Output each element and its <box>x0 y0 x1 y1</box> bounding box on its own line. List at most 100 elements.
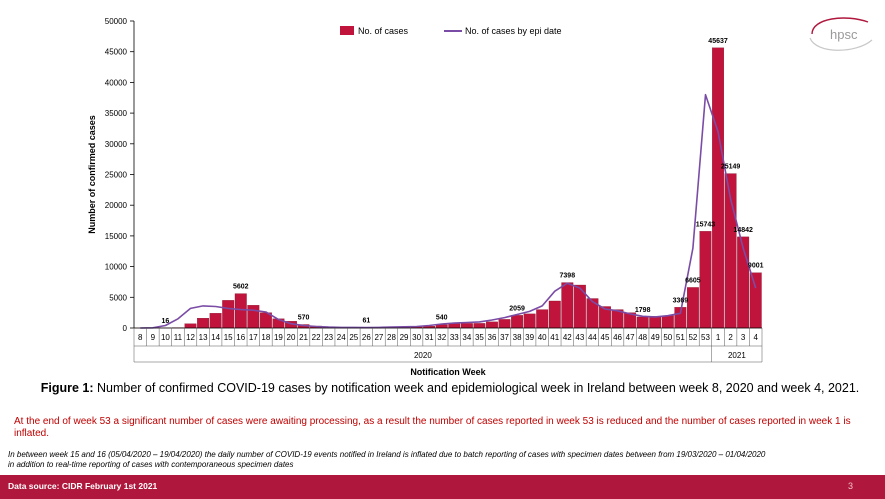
year-label-2020: 2020 <box>414 351 432 360</box>
bar-week-13 <box>197 318 210 329</box>
x-tick-label-15: 15 <box>224 333 233 342</box>
year-label-2021: 2021 <box>728 351 746 360</box>
x-tick-label-29: 29 <box>400 333 409 342</box>
x-tick-label-9: 9 <box>151 333 156 342</box>
caption-text: Number of confirmed COVID-19 cases by no… <box>93 381 860 395</box>
page-number: 3 <box>847 481 853 491</box>
bar-week-16 <box>234 293 247 329</box>
data-label-9001: 9001 <box>748 263 764 270</box>
x-tick-label-17: 17 <box>249 333 258 342</box>
x-tick-label-20: 20 <box>287 333 296 342</box>
y-tick-label: 10000 <box>105 263 128 272</box>
x-tick-label-3: 3 <box>741 333 746 342</box>
bar-week-33 <box>448 323 461 329</box>
data-label-45637: 45637 <box>708 38 728 45</box>
data-label-540: 540 <box>436 315 448 322</box>
y-tick-label: 25000 <box>105 171 128 180</box>
x-tick-label-53: 53 <box>701 333 710 342</box>
x-tick-label-19: 19 <box>274 333 283 342</box>
x-tick-label-43: 43 <box>575 333 584 342</box>
legend: No. of cases No. of cases by epi date <box>340 26 562 36</box>
data-label-5602: 5602 <box>233 284 249 291</box>
x-tick-label-27: 27 <box>374 333 383 342</box>
bar-week-49 <box>649 316 662 329</box>
y-axis-title: Number of confirmed cases <box>87 115 97 234</box>
x-tick-label-21: 21 <box>299 333 308 342</box>
data-labels: 16 5602 570 61 540 2059 7398 1798 3369 6605 15743 4… <box>162 38 764 325</box>
data-label-25149: 25149 <box>721 164 741 171</box>
x-tick-label-42: 42 <box>563 333 572 342</box>
bar-week-50 <box>661 315 674 329</box>
x-tick-label-40: 40 <box>538 333 547 342</box>
x-tick-label-8: 8 <box>138 333 143 342</box>
x-tick-label-24: 24 <box>337 333 346 342</box>
batch-note-line-1: In between week 15 and 16 (05/04/2020 – … <box>8 450 766 459</box>
x-tick-label-25: 25 <box>349 333 358 342</box>
data-label-2059: 2059 <box>509 305 525 312</box>
x-tick-label-35: 35 <box>475 333 484 342</box>
data-label-570: 570 <box>298 315 310 322</box>
y-tick-label: 20000 <box>105 201 128 210</box>
legend-label-epi: No. of cases by epi date <box>465 26 562 36</box>
x-tick-label-33: 33 <box>450 333 459 342</box>
legend-label-cases: No. of cases <box>358 26 409 36</box>
x-tick-label-52: 52 <box>688 333 697 342</box>
x-tick-label-32: 32 <box>437 333 446 342</box>
x-tick-label-48: 48 <box>638 333 647 342</box>
x-tick-label-23: 23 <box>324 333 333 342</box>
line-series <box>140 93 757 329</box>
data-label-14842: 14842 <box>733 227 753 234</box>
axes: 0 5000 10000 15000 20000 25000 30000 35000 40000… <box>87 17 763 377</box>
bar-week-48 <box>636 316 649 329</box>
x-tick-label-1: 1 <box>716 333 721 342</box>
y-tick-label: 0 <box>123 324 128 333</box>
x-tick-label-31: 31 <box>425 333 434 342</box>
x-tick-label-39: 39 <box>525 333 534 342</box>
data-source: Data source: CIDR February 1st 2021 <box>8 481 158 491</box>
bar-week-53 <box>699 231 712 329</box>
hpsc-logo: hpsc <box>806 12 876 54</box>
bar-series <box>134 47 762 329</box>
x-tick-label-2: 2 <box>728 333 733 342</box>
bar-week-14 <box>209 313 222 329</box>
y-tick-label: 45000 <box>105 48 128 57</box>
x-tick-label-14: 14 <box>211 333 220 342</box>
bar-week-1 <box>712 47 724 329</box>
bar-week-37 <box>498 319 511 329</box>
x-tick-label-36: 36 <box>488 333 497 342</box>
data-label-7398: 7398 <box>560 273 576 280</box>
bar-week-42 <box>561 282 574 329</box>
x-tick-label-50: 50 <box>663 333 672 342</box>
x-tick-label-30: 30 <box>412 333 421 342</box>
x-tick-label-16: 16 <box>236 333 245 342</box>
y-tick-label: 40000 <box>105 78 128 87</box>
bar-week-35 <box>473 323 486 329</box>
y-tick-label: 5000 <box>109 293 127 302</box>
batch-reporting-note: In between week 15 and 16 (05/04/2020 – … <box>8 450 884 470</box>
x-tick-label-10: 10 <box>161 333 170 342</box>
data-label-6605: 6605 <box>685 277 701 284</box>
x-tick-label-49: 49 <box>651 333 660 342</box>
legend-swatch-cases <box>340 26 354 35</box>
figure-caption: Figure 1: Number of confirmed COVID-19 c… <box>40 381 860 396</box>
x-tick-label-44: 44 <box>588 333 597 342</box>
bar-week-40 <box>536 309 549 329</box>
x-tick-label-45: 45 <box>601 333 610 342</box>
bar-week-36 <box>486 321 498 329</box>
bar-week-15 <box>222 300 235 329</box>
x-tick-label-47: 47 <box>626 333 635 342</box>
x-tick-label-11: 11 <box>174 333 183 342</box>
x-tick-label-12: 12 <box>186 333 195 342</box>
x-axis-title: Notification Week <box>410 367 486 377</box>
bar-week-52 <box>686 287 699 329</box>
x-tick-label-4: 4 <box>753 333 758 342</box>
batch-note-line-2: in addition to real-time reporting of ca… <box>8 460 294 469</box>
epi-date-line <box>140 93 757 329</box>
x-tick-label-38: 38 <box>513 333 522 342</box>
y-tick-label: 30000 <box>105 140 128 149</box>
data-label-16: 16 <box>162 318 170 325</box>
bar-week-17 <box>247 305 260 329</box>
bar-week-12 <box>184 323 197 329</box>
caption-prefix: Figure 1: <box>40 381 94 395</box>
